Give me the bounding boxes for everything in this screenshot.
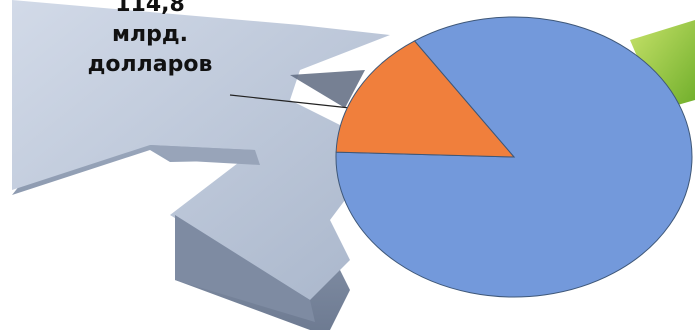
slice-unit-line2: долларов <box>87 52 213 77</box>
gear-inner-bevel <box>150 145 260 165</box>
pie-slice-small <box>335 40 516 158</box>
gear-notch <box>290 70 365 108</box>
green-decor-shape <box>630 20 695 110</box>
slice-value-label: 114,8 <box>115 0 185 17</box>
slice-unit-line1: млрд. <box>112 22 188 47</box>
pie-chart <box>335 16 693 298</box>
slice-data-label: 114,8 млрд. долларов <box>40 0 260 80</box>
callout-leader-line <box>229 94 351 109</box>
gear-lower-bevel <box>175 215 315 322</box>
